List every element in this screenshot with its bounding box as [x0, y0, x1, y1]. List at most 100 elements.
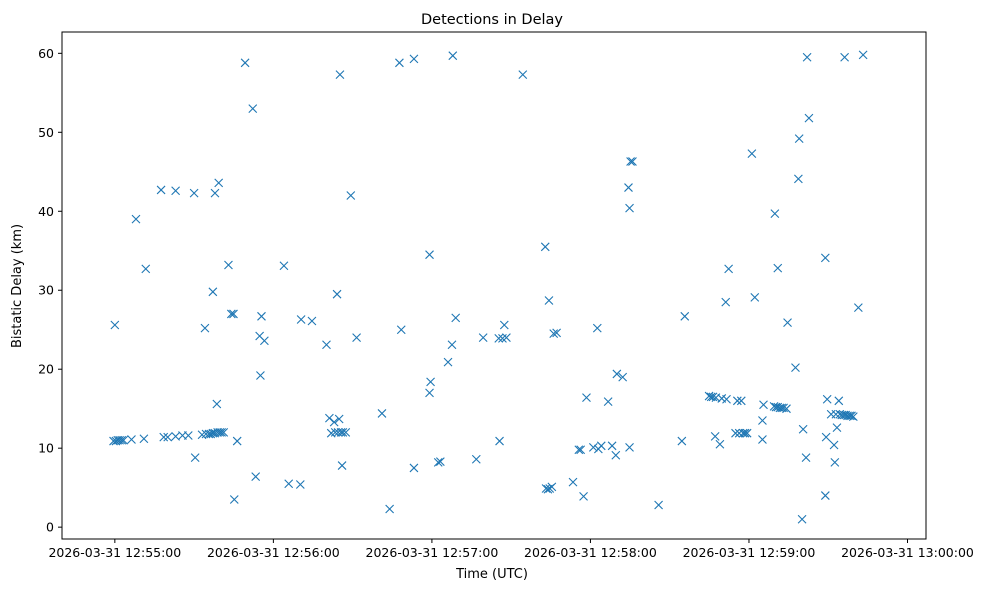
data-point	[217, 427, 226, 437]
data-point	[495, 436, 504, 446]
data-point	[611, 450, 621, 460]
data-point	[334, 414, 344, 424]
data-point	[425, 250, 434, 260]
data-point	[758, 435, 767, 444]
data-point	[183, 431, 193, 440]
data-point	[200, 323, 210, 333]
data-point	[338, 427, 348, 437]
data-point	[377, 409, 387, 418]
data-point	[592, 323, 602, 333]
data-point	[451, 313, 461, 323]
data-point	[722, 394, 731, 404]
data-point	[332, 289, 342, 299]
data-point	[117, 435, 127, 445]
data-point	[574, 445, 584, 455]
data-point	[240, 58, 250, 68]
data-point	[834, 396, 844, 406]
data-point	[773, 263, 783, 273]
data-point	[829, 440, 839, 450]
x-tick-label: 2026-03-31 12:57:00	[366, 545, 499, 560]
data-point	[341, 427, 351, 437]
data-point	[624, 183, 633, 192]
data-points	[109, 50, 868, 524]
y-tick-label: 10	[38, 441, 54, 456]
data-point	[830, 458, 840, 467]
data-point	[425, 388, 434, 398]
data-point	[335, 70, 345, 80]
data-point	[471, 454, 481, 464]
data-point	[822, 394, 832, 404]
data-point	[779, 403, 788, 413]
data-point	[127, 435, 136, 444]
data-point	[224, 260, 233, 270]
data-point	[804, 113, 814, 123]
data-point	[797, 514, 807, 524]
data-point	[724, 264, 734, 274]
data-point	[110, 320, 120, 330]
y-tick-label: 40	[38, 204, 54, 219]
data-point	[325, 413, 334, 423]
data-point	[433, 458, 443, 467]
data-point	[628, 157, 637, 166]
data-point	[770, 209, 780, 219]
data-point	[603, 397, 613, 406]
data-point	[612, 369, 622, 379]
data-point	[625, 203, 634, 213]
data-point	[163, 432, 173, 442]
data-point	[798, 424, 808, 434]
data-point	[820, 253, 830, 263]
data-point	[625, 443, 634, 452]
data-point	[447, 340, 457, 350]
data-point	[626, 157, 635, 166]
data-point	[395, 58, 404, 68]
x-axis-label: Time (UTC)	[455, 567, 528, 582]
data-point	[732, 396, 742, 406]
data-point	[396, 325, 406, 335]
data-point	[715, 439, 725, 449]
data-point	[568, 477, 578, 487]
data-point	[296, 315, 306, 324]
data-point	[654, 500, 663, 510]
data-point	[742, 428, 752, 438]
data-point	[322, 340, 331, 350]
data-point	[607, 441, 617, 451]
data-point	[232, 436, 242, 446]
data-point	[385, 504, 395, 514]
y-tick-label: 50	[38, 125, 54, 140]
data-point	[782, 404, 791, 414]
data-point	[677, 436, 687, 446]
data-point	[588, 443, 598, 452]
data-point	[329, 417, 339, 427]
data-point	[119, 435, 128, 445]
data-point	[215, 427, 225, 437]
data-point	[759, 400, 768, 410]
x-axis: 2026-03-31 12:55:00 2026-03-31 12:56:00 20…	[48, 539, 974, 560]
data-point	[346, 191, 356, 200]
data-point	[845, 411, 855, 421]
data-point	[721, 297, 731, 307]
data-point	[847, 411, 856, 421]
y-tick-label: 30	[38, 283, 54, 298]
data-point	[543, 484, 553, 494]
y-tick-label: 20	[38, 362, 54, 377]
data-point	[307, 316, 317, 326]
data-point	[680, 311, 690, 321]
plot-frame	[61, 31, 927, 540]
data-point	[710, 431, 720, 441]
data-point	[435, 457, 445, 466]
data-point	[549, 329, 559, 339]
data-point	[740, 428, 750, 438]
data-point	[758, 416, 767, 425]
data-point	[731, 428, 740, 438]
data-point	[156, 185, 166, 195]
x-tick-label: 2026-03-31 12:59:00	[683, 545, 816, 560]
data-point	[139, 434, 149, 444]
data-point	[552, 328, 562, 338]
data-point	[794, 134, 804, 144]
data-point	[540, 242, 550, 252]
data-point	[171, 186, 181, 196]
x-tick-label: 2026-03-31 12:56:00	[207, 545, 340, 560]
data-point	[738, 428, 748, 438]
